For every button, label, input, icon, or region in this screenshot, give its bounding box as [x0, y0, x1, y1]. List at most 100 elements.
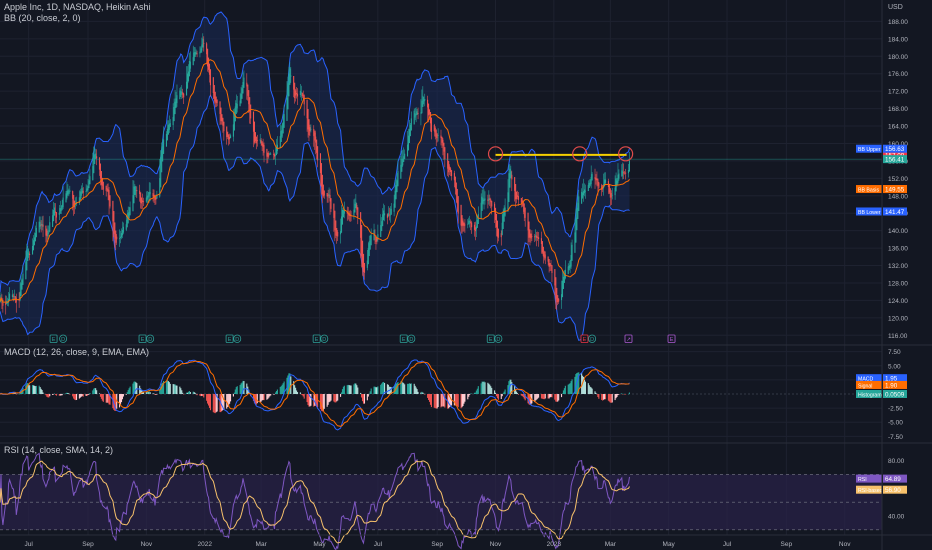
candle[interactable]	[192, 45, 194, 66]
candle[interactable]	[362, 240, 364, 276]
candle[interactable]	[434, 126, 436, 140]
candle[interactable]	[503, 205, 505, 222]
candle[interactable]	[437, 128, 439, 142]
bb-upper-label[interactable]: BB Upper	[828, 144, 882, 153]
candle[interactable]	[494, 201, 496, 224]
candle[interactable]	[188, 52, 190, 77]
candle[interactable]	[413, 108, 415, 125]
candle[interactable]	[134, 184, 136, 195]
candle[interactable]	[153, 189, 155, 204]
candle[interactable]	[268, 151, 270, 159]
candle[interactable]	[174, 89, 176, 115]
candle[interactable]	[444, 147, 446, 168]
candle[interactable]	[417, 107, 419, 120]
candle[interactable]	[536, 231, 538, 247]
candle[interactable]	[524, 207, 526, 227]
candle[interactable]	[346, 206, 348, 221]
candle[interactable]	[193, 47, 195, 62]
candle[interactable]	[108, 186, 110, 215]
candle[interactable]	[240, 86, 242, 104]
candle[interactable]	[400, 156, 402, 179]
candle[interactable]	[383, 203, 385, 221]
candle[interactable]	[247, 84, 249, 101]
candle[interactable]	[534, 234, 536, 243]
candle[interactable]	[262, 138, 264, 156]
candle[interactable]	[5, 295, 7, 315]
earnings-marker[interactable]: E	[312, 334, 321, 343]
candle[interactable]	[337, 230, 339, 241]
candle[interactable]	[490, 197, 492, 209]
candle[interactable]	[185, 66, 188, 96]
candle[interactable]	[283, 104, 285, 128]
candle[interactable]	[556, 287, 558, 310]
candle[interactable]	[327, 189, 329, 203]
candle[interactable]	[610, 190, 612, 205]
candle[interactable]	[588, 179, 590, 188]
candle[interactable]	[169, 119, 171, 128]
candle[interactable]	[146, 190, 148, 203]
candle[interactable]	[336, 228, 338, 244]
candle[interactable]	[435, 129, 437, 147]
candle[interactable]	[232, 109, 234, 142]
candle[interactable]	[382, 208, 384, 227]
candle[interactable]	[557, 295, 559, 306]
highlight-circle[interactable]	[572, 146, 588, 162]
candle[interactable]	[79, 188, 81, 201]
bb-indicator-legend[interactable]: BB (20, close, 2, 0)	[4, 13, 81, 23]
macd-label[interactable]: MACD	[828, 374, 882, 383]
bb-basis-line[interactable]	[0, 59, 630, 303]
candle[interactable]	[410, 111, 412, 131]
candle[interactable]	[567, 263, 569, 275]
candle[interactable]	[584, 184, 586, 199]
candle[interactable]	[354, 198, 356, 213]
candle[interactable]	[21, 278, 23, 290]
candle[interactable]	[152, 189, 154, 202]
candle[interactable]	[165, 131, 168, 147]
candle[interactable]	[290, 67, 292, 83]
candle[interactable]	[213, 85, 215, 104]
candle[interactable]	[376, 237, 378, 245]
candle[interactable]	[280, 125, 282, 142]
candle[interactable]	[436, 133, 438, 143]
candle[interactable]	[375, 235, 377, 250]
candle[interactable]	[181, 85, 183, 100]
candle[interactable]	[516, 191, 518, 204]
candle[interactable]	[195, 49, 197, 55]
candle[interactable]	[548, 259, 550, 273]
candle[interactable]	[441, 136, 443, 148]
candle[interactable]	[477, 206, 479, 224]
candle[interactable]	[303, 94, 305, 116]
candle[interactable]	[397, 160, 399, 187]
candle[interactable]	[618, 169, 620, 181]
candle[interactable]	[85, 184, 87, 198]
candle[interactable]	[609, 188, 611, 206]
candle[interactable]	[394, 180, 396, 208]
candle[interactable]	[61, 199, 63, 211]
candle[interactable]	[628, 151, 631, 172]
candle[interactable]	[88, 174, 90, 189]
candle[interactable]	[86, 185, 88, 192]
candle[interactable]	[136, 186, 138, 199]
candle[interactable]	[362, 253, 365, 277]
candle[interactable]	[342, 208, 344, 218]
candle[interactable]	[456, 188, 458, 212]
candle[interactable]	[121, 221, 123, 239]
candle[interactable]	[611, 187, 613, 200]
candle[interactable]	[69, 185, 71, 195]
candle[interactable]	[487, 194, 489, 209]
candle[interactable]	[595, 174, 597, 185]
candle[interactable]	[430, 117, 432, 140]
earnings-marker[interactable]: E	[580, 334, 589, 343]
candle[interactable]	[296, 86, 298, 99]
candle[interactable]	[521, 197, 523, 207]
candle[interactable]	[404, 149, 406, 160]
candle[interactable]	[316, 139, 318, 160]
candle[interactable]	[463, 222, 465, 232]
candle[interactable]	[180, 86, 182, 97]
dividend-marker[interactable]: D	[146, 334, 155, 343]
dividend-marker[interactable]: D	[59, 334, 68, 343]
candle[interactable]	[26, 243, 28, 271]
candle[interactable]	[207, 57, 210, 73]
candle[interactable]	[20, 274, 22, 296]
candle[interactable]	[483, 189, 485, 210]
